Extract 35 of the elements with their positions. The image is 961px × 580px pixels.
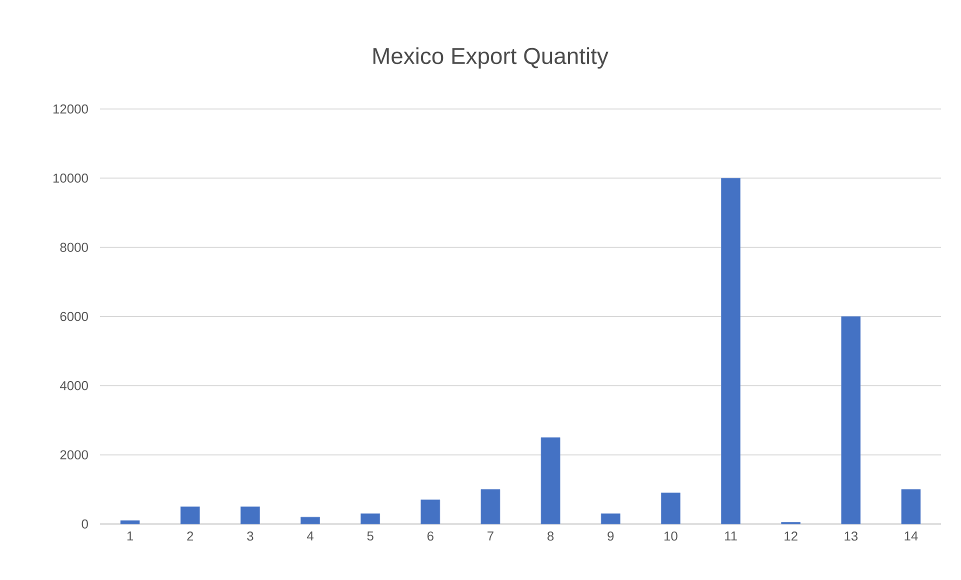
x-tick-label: 14: [904, 532, 918, 540]
x-tick-label: 13: [844, 532, 858, 541]
bar: [120, 520, 140, 524]
bar: [841, 316, 861, 524]
y-tick-label: 0: [82, 519, 88, 529]
bar: [300, 516, 320, 524]
x-tick-label: 5: [367, 532, 374, 541]
x-tick-label: 4: [306, 532, 314, 540]
bar: [660, 492, 680, 524]
y-tick-label: 6000: [60, 312, 88, 322]
bar: [240, 506, 260, 524]
y-tick-label: 4000: [60, 381, 88, 390]
x-tick-label: 10: [664, 532, 678, 541]
y-tick-label: 12000: [53, 104, 88, 114]
bar: [180, 506, 200, 524]
y-tick-label: 8000: [60, 242, 88, 252]
x-tick-label: 8: [548, 532, 554, 541]
bar: [901, 489, 921, 524]
x-tick-label: 12: [784, 532, 798, 541]
bar: [540, 437, 560, 524]
y-tick-label: 2000: [60, 450, 88, 460]
bar: [600, 513, 620, 524]
bar: [721, 178, 740, 524]
x-tick-label: 7: [488, 532, 494, 540]
bar: [420, 500, 440, 524]
x-tick-label: 6: [427, 532, 434, 541]
x-tick-label: 3: [247, 532, 254, 541]
x-tick-label: 11: [725, 532, 737, 540]
x-tick-label: 2: [187, 532, 194, 541]
bar: [480, 489, 500, 524]
x-tick-label: 9: [608, 532, 614, 541]
bar: [360, 513, 380, 524]
y-tick-label: 10000: [53, 174, 88, 183]
x-tick-label: 1: [127, 532, 134, 540]
chart-title: Mexico Export Quantity: [373, 47, 608, 69]
